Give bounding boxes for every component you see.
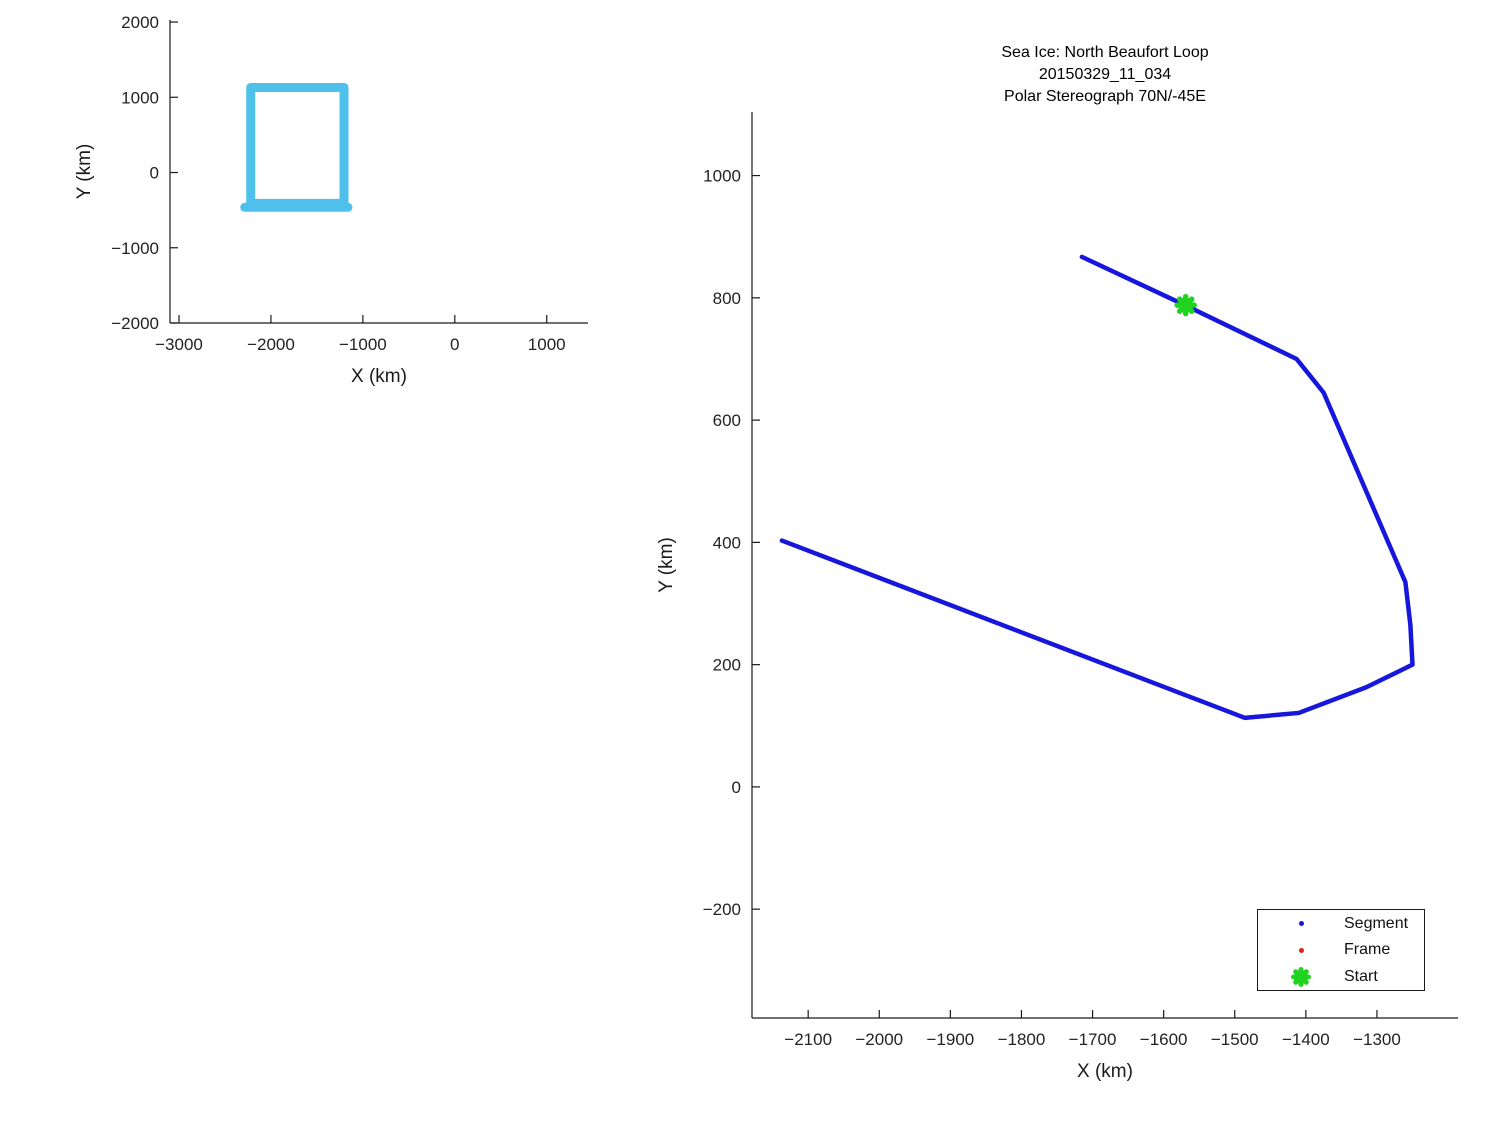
legend-star-glyph [1291, 966, 1311, 987]
overview-y-tick-label: −2000 [111, 314, 159, 333]
main-x-tick-label: −2000 [855, 1030, 903, 1049]
segment-dot-icon [1258, 921, 1344, 926]
start-asterisk-icon [1258, 966, 1344, 987]
main-x-tick-label: −1600 [1140, 1030, 1188, 1049]
overview-x-tick-label: −3000 [155, 335, 203, 354]
main-x-tick-label: −1400 [1282, 1030, 1330, 1049]
legend-label-frame: Frame [1344, 941, 1391, 958]
legend: Segment Frame Start [1257, 909, 1425, 991]
overview-x-tick-label: −1000 [339, 335, 387, 354]
main-y-tick-label: 0 [732, 778, 741, 797]
title-line-2: 20150329_11_034 [1038, 66, 1172, 83]
main-y-tick-label: 800 [713, 289, 741, 308]
start-marker [1174, 293, 1197, 317]
overview-axes: −3000 −2000 −1000 0 1000 −2000 −1000 0 1000 2000 X… [74, 13, 588, 387]
main-ylabel: Y (km) [656, 537, 677, 593]
main-y-tick-label: −200 [703, 900, 741, 919]
overview-loop-outline [246, 82, 349, 208]
main-plot-title: Sea Ice: North Beaufort Loop 20150329_11… [752, 42, 1458, 108]
main-y-tick-label: 1000 [703, 167, 741, 186]
main-segment-trajectory [779, 254, 1415, 721]
legend-label-segment: Segment [1344, 914, 1409, 932]
main-y-tick-label: 200 [713, 656, 741, 675]
main-x-tick-label: −1300 [1353, 1030, 1401, 1049]
title-line-3: Polar Stereograph 70N/-45E [1004, 88, 1206, 105]
overview-ylabel: Y (km) [74, 144, 95, 200]
overview-y-tick-label: 1000 [121, 88, 159, 107]
overview-y-tick-label: 0 [150, 164, 159, 183]
overview-x-tick-label: 1000 [528, 335, 566, 354]
main-x-tick-label: −1800 [998, 1030, 1046, 1049]
main-xlabel: X (km) [1077, 1061, 1133, 1082]
main-axes: −2100 −2000 −1900 −1800 −1700 −1600 −1500 −1400… [656, 112, 1458, 1082]
main-y-tick-label: 600 [713, 411, 741, 430]
overview-y-tick-label: −1000 [111, 239, 159, 258]
title-line-1: Sea Ice: North Beaufort Loop [1001, 44, 1209, 61]
main-x-tick-label: −1700 [1069, 1030, 1117, 1049]
legend-row-frame: Frame [1258, 937, 1424, 963]
overview-xlabel: X (km) [351, 366, 407, 387]
legend-row-segment: Segment [1258, 911, 1424, 937]
legend-label-start: Start [1344, 967, 1378, 985]
overview-y-tick-label: 2000 [121, 13, 159, 32]
overview-x-tick-label: −2000 [247, 335, 295, 354]
overview-x-tick-label: 0 [450, 335, 459, 354]
main-x-tick-label: −1500 [1211, 1030, 1259, 1049]
main-y-tick-label: 400 [713, 533, 741, 552]
legend-row-start: Start [1258, 964, 1424, 990]
main-x-tick-label: −2100 [784, 1030, 832, 1049]
frame-dot-icon [1258, 947, 1344, 953]
main-x-tick-label: −1900 [926, 1030, 974, 1049]
